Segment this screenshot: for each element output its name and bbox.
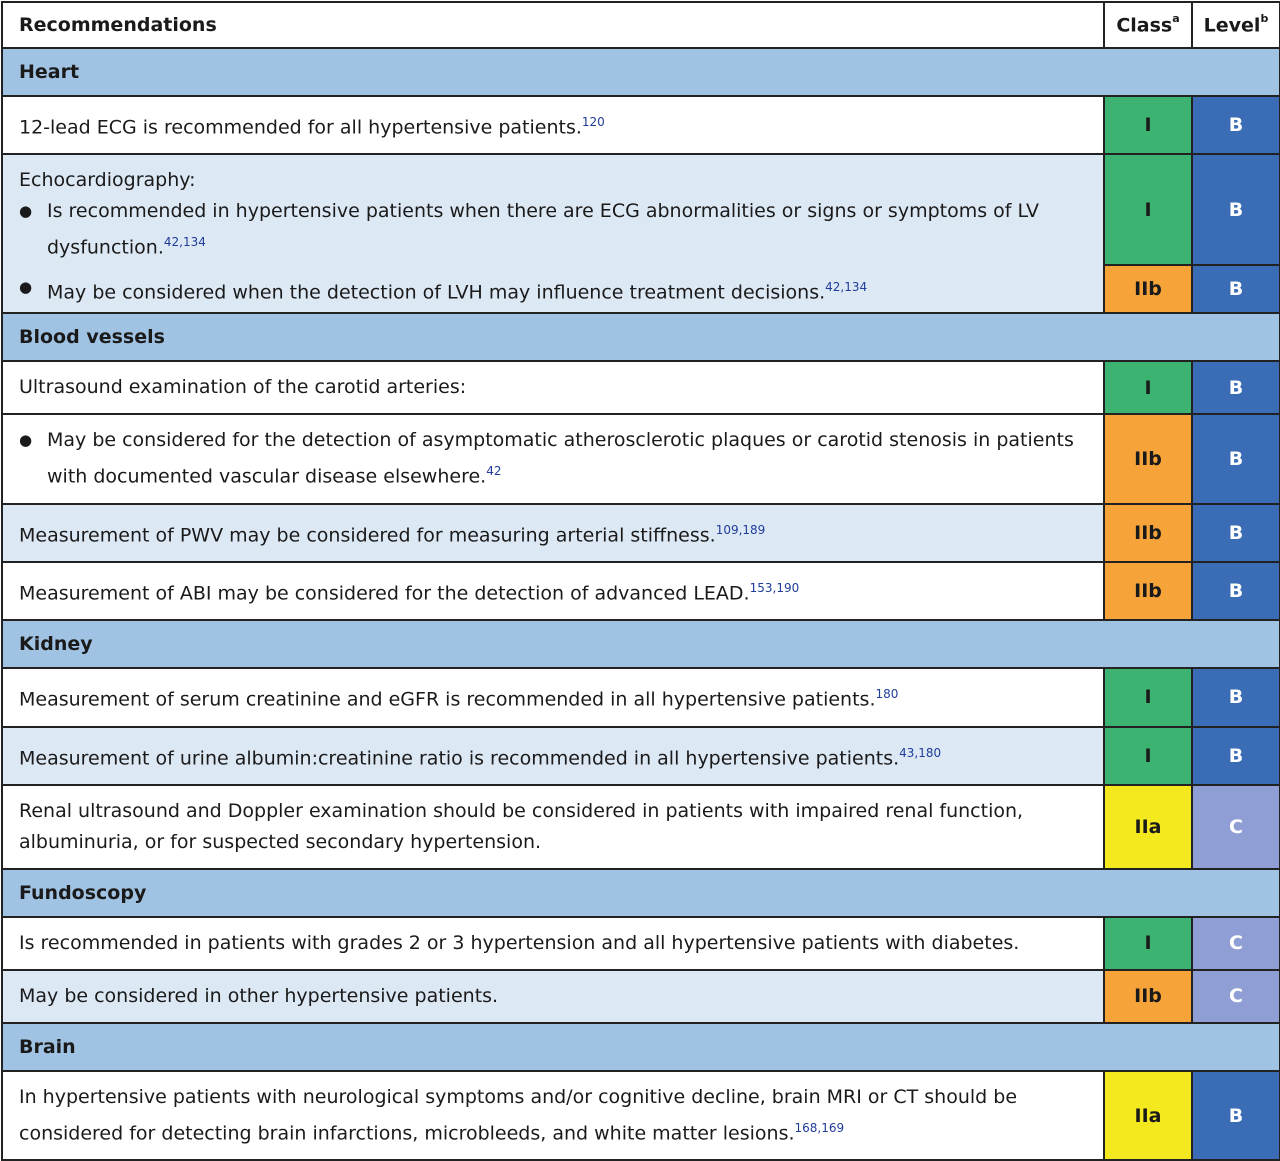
table-row: Measurement of urine albumin:creatinine …	[1, 725, 1280, 786]
header-recommendations: Recommendations	[1, 1, 1105, 49]
class-badge: I	[1103, 725, 1193, 786]
class-badge: IIb	[1103, 560, 1193, 622]
table-row: ● May be considered for the detection of …	[1, 413, 1280, 505]
section-brain: Brain	[1, 1021, 1280, 1072]
section-heart: Heart	[1, 47, 1280, 97]
header-class: Classa	[1103, 1, 1193, 49]
recommendation-text: Echocardiography: ● Is recommended in hyp…	[1, 153, 1105, 315]
level-badge: B	[1191, 153, 1280, 267]
table-row: Echocardiography: ● Is recommended in hyp…	[1, 153, 1280, 315]
class-badge: IIa	[1103, 783, 1193, 870]
section-blood-vessels: Blood vessels	[1, 312, 1280, 363]
recommendation-text: Ultrasound examination of the carotid ar…	[1, 360, 1105, 416]
level-badge: C	[1191, 968, 1280, 1024]
class-badge: IIb	[1103, 264, 1193, 315]
table-row: In hypertensive patients with neurologic…	[1, 1069, 1280, 1161]
recommendation-text: Measurement of ABI may be considered for…	[1, 560, 1105, 622]
class-badge: I	[1103, 915, 1193, 971]
class-badge: I	[1103, 667, 1193, 728]
table-row: Renal ultrasound and Doppler examination…	[1, 783, 1280, 870]
class-badge: IIb	[1103, 502, 1193, 563]
class-badge: IIb	[1103, 413, 1193, 505]
class-badge: I	[1103, 360, 1193, 416]
header-level: Levelb	[1191, 1, 1280, 49]
level-badge: B	[1191, 667, 1280, 728]
table-row: IIb B	[2, 264, 1280, 315]
section-kidney: Kidney	[1, 619, 1280, 670]
recommendation-text: Measurement of serum creatinine and eGFR…	[1, 667, 1105, 728]
level-badge: B	[1191, 264, 1280, 315]
level-badge: B	[1191, 725, 1280, 786]
level-badge: B	[1191, 360, 1280, 416]
class-badge: IIa	[1103, 1069, 1193, 1161]
class-badge: IIb	[1103, 968, 1193, 1024]
recommendation-text: Measurement of urine albumin:creatinine …	[1, 725, 1105, 786]
level-badge: B	[1191, 413, 1280, 505]
recommendation-text: 12-lead ECG is recommended for all hyper…	[1, 94, 1105, 156]
recommendation-text: May be considered in other hypertensive …	[1, 968, 1105, 1024]
header-row: Recommendations Classa Levelb	[1, 1, 1280, 49]
recommendation-text: In hypertensive patients with neurologic…	[1, 1069, 1105, 1161]
level-badge: C	[1191, 783, 1280, 870]
table-row: Measurement of serum creatinine and eGFR…	[1, 667, 1280, 728]
recommendation-text: Renal ultrasound and Doppler examination…	[1, 783, 1105, 870]
table-row: Measurement of ABI may be considered for…	[1, 560, 1280, 622]
class-badge: I	[1103, 94, 1193, 156]
class-badge: I	[1103, 153, 1193, 267]
level-badge: C	[1191, 915, 1280, 971]
recommendation-text: ● May be considered for the detection of …	[1, 413, 1105, 505]
table-row: Ultrasound examination of the carotid ar…	[1, 360, 1280, 416]
level-badge: B	[1191, 560, 1280, 622]
recommendation-text: Is recommended in patients with grades 2…	[1, 915, 1105, 971]
section-fundoscopy: Fundoscopy	[1, 867, 1280, 918]
level-badge: B	[1191, 1069, 1280, 1161]
table-row: Is recommended in patients with grades 2…	[1, 915, 1280, 971]
list-item: ● Is recommended in hypertensive patients…	[19, 200, 1040, 259]
table-row: May be considered in other hypertensive …	[1, 968, 1280, 1024]
level-badge: B	[1191, 502, 1280, 563]
list-item: ● May be considered when the detection of…	[19, 277, 868, 303]
table-row: 12-lead ECG is recommended for all hyper…	[1, 94, 1280, 156]
table-row: Measurement of PWV may be considered for…	[1, 502, 1280, 563]
recommendation-text: Measurement of PWV may be considered for…	[1, 502, 1105, 563]
level-badge: B	[1191, 94, 1280, 156]
